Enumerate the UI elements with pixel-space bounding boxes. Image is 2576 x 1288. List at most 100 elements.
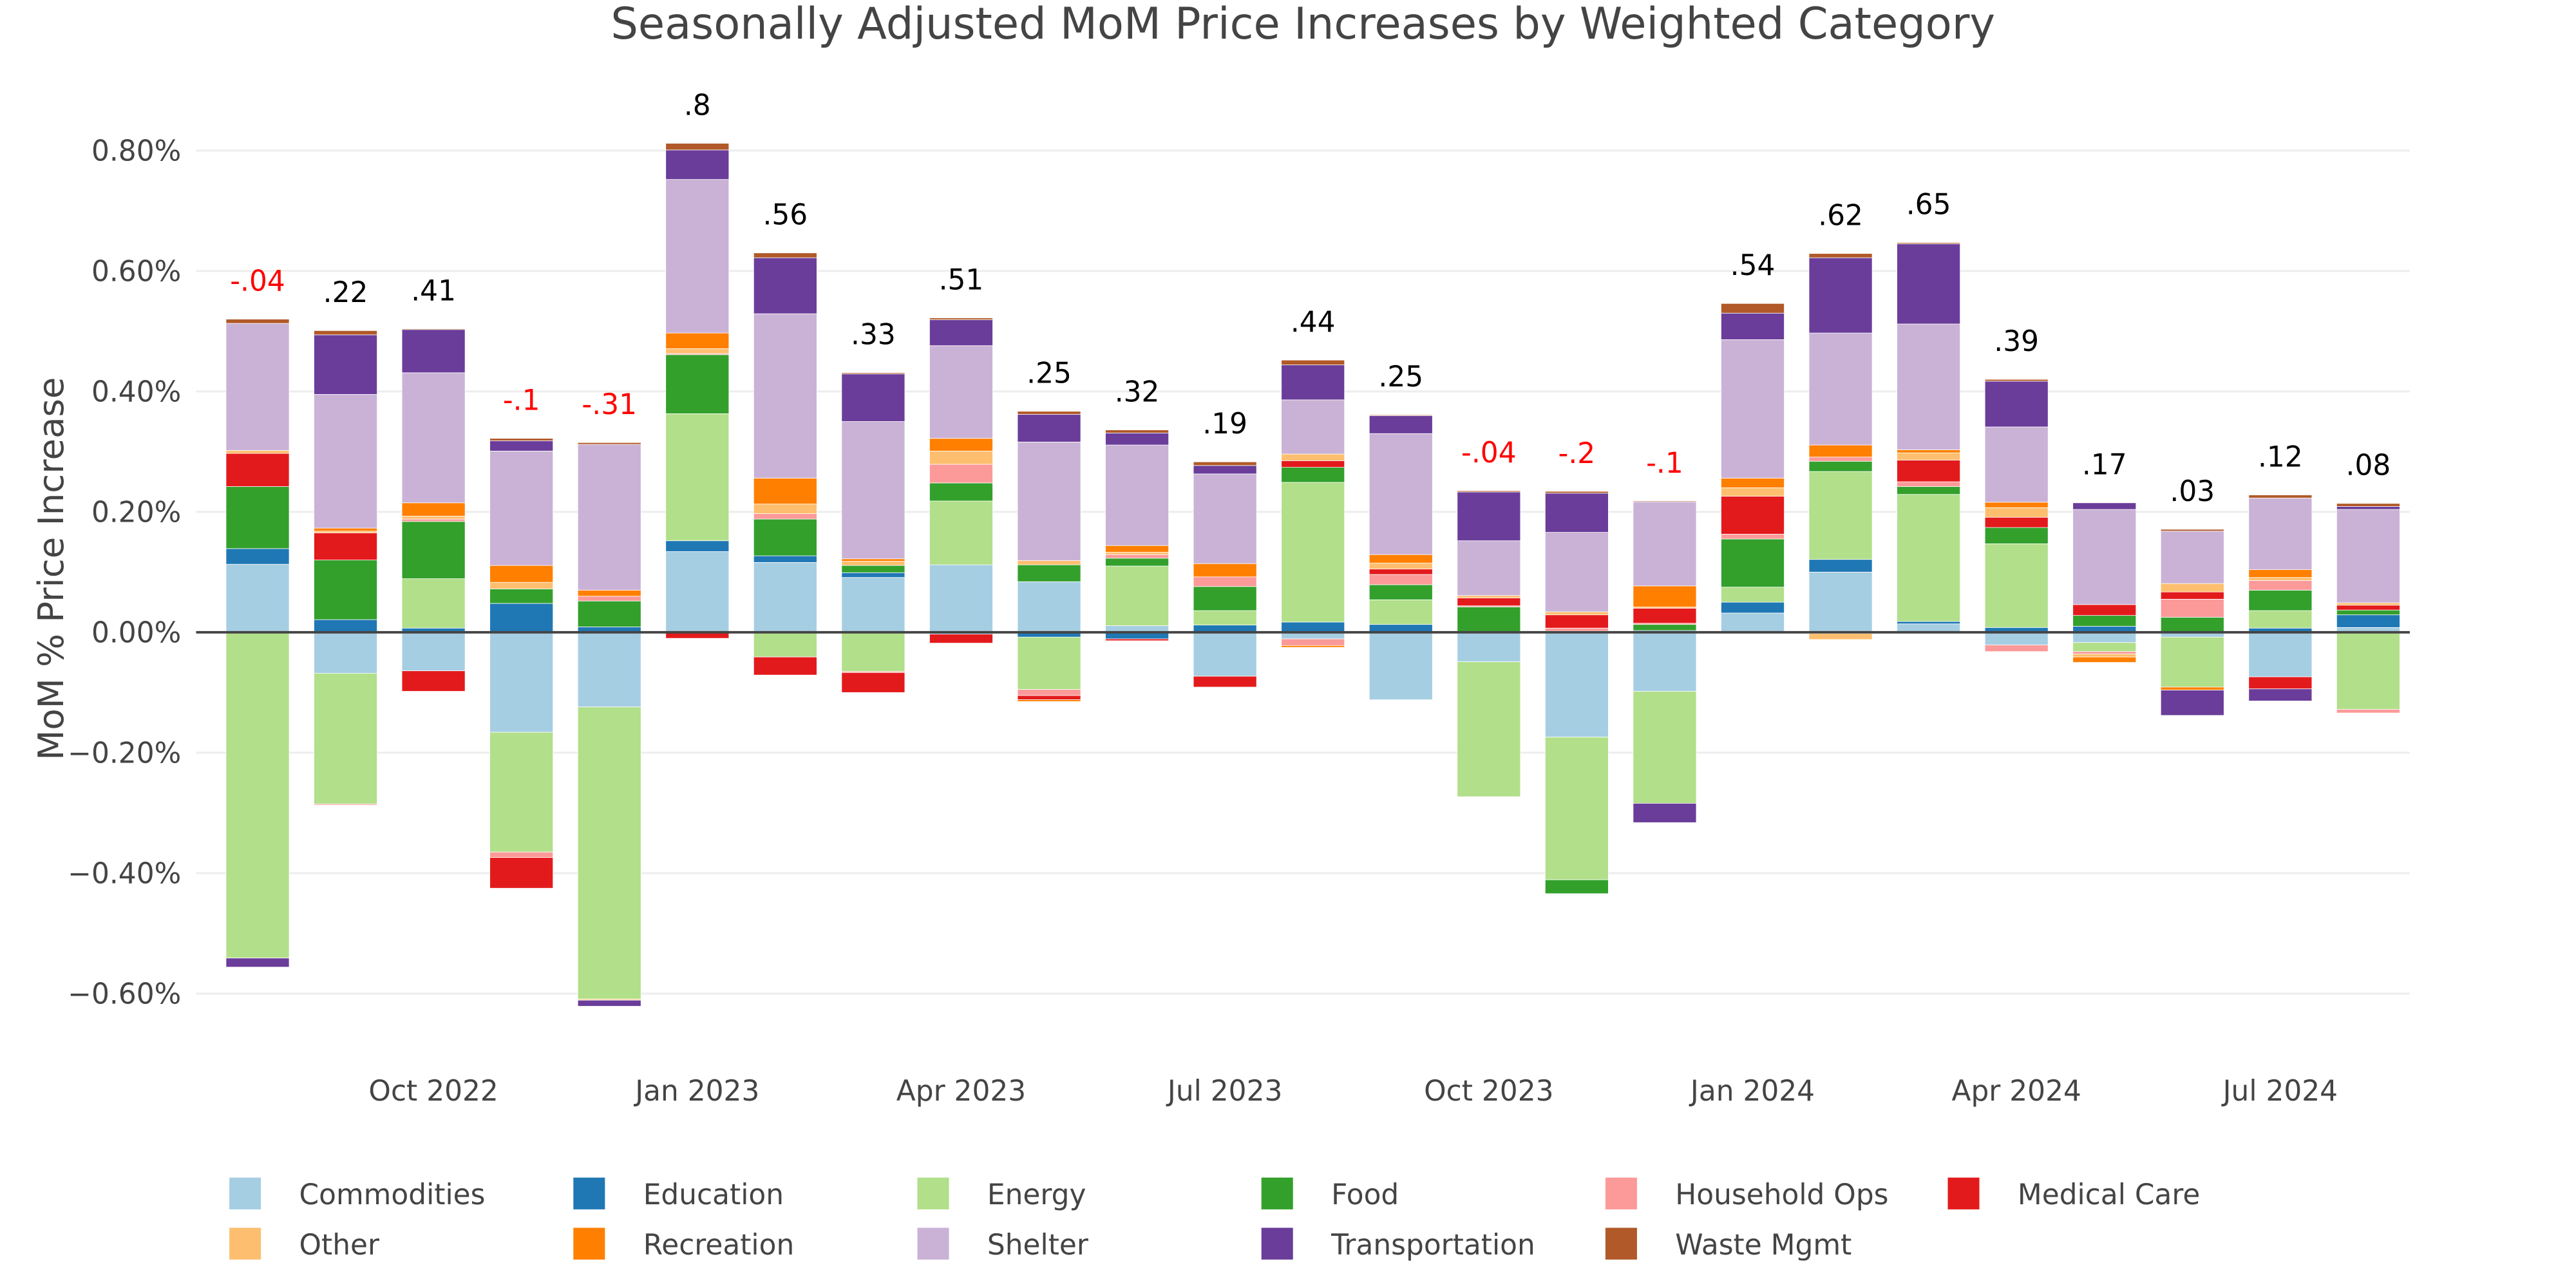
bar-segment-commodities[interactable] bbox=[577, 632, 641, 708]
bar-segment-commodities[interactable] bbox=[1368, 632, 1433, 700]
bar-segment-other[interactable] bbox=[665, 348, 730, 354]
bar-segment-recreation[interactable] bbox=[2248, 569, 2313, 578]
bar-segment-medical-care[interactable] bbox=[489, 857, 554, 889]
bar-segment-education[interactable] bbox=[1808, 559, 1873, 573]
bar-segment-other[interactable] bbox=[1017, 560, 1081, 565]
bar-segment-education[interactable] bbox=[753, 555, 817, 563]
bar-segment-household-ops[interactable] bbox=[2248, 580, 2313, 591]
bar-segment-shelter[interactable] bbox=[1193, 473, 1257, 564]
bar-segment-transportation[interactable] bbox=[1281, 365, 1345, 401]
bar-segment-waste-mgmt[interactable] bbox=[225, 319, 290, 324]
bar-segment-waste-mgmt[interactable] bbox=[665, 143, 730, 151]
bar-segment-education[interactable] bbox=[225, 548, 290, 565]
bar-segment-energy[interactable] bbox=[401, 578, 466, 629]
bar-segment-food[interactable] bbox=[1721, 538, 1785, 588]
bar-segment-food[interactable] bbox=[401, 521, 466, 579]
bar-segment-transportation[interactable] bbox=[841, 374, 905, 422]
bar-segment-recreation[interactable] bbox=[1721, 478, 1785, 488]
bar-segment-education[interactable] bbox=[2336, 614, 2400, 628]
bar-segment-energy[interactable] bbox=[1984, 543, 2049, 628]
bar-segment-transportation[interactable] bbox=[753, 257, 817, 314]
bar-segment-medical-care[interactable] bbox=[929, 634, 993, 644]
bar-segment-commodities[interactable] bbox=[2248, 632, 2313, 677]
bar-segment-commodities[interactable] bbox=[929, 564, 993, 633]
bar-segment-other[interactable] bbox=[1368, 562, 1433, 570]
bar-segment-recreation[interactable] bbox=[1105, 545, 1170, 553]
bar-segment-food[interactable] bbox=[489, 589, 554, 604]
legend-item-commodities[interactable]: Commodities bbox=[229, 1177, 485, 1212]
bar-segment-recreation[interactable] bbox=[489, 565, 554, 583]
bar-segment-energy[interactable] bbox=[1281, 482, 1345, 623]
bar-segment-waste-mgmt[interactable] bbox=[1105, 430, 1170, 433]
bar-segment-transportation[interactable] bbox=[489, 440, 554, 451]
bar-segment-commodities[interactable] bbox=[1017, 581, 1081, 633]
bar-segment-commodities[interactable] bbox=[1457, 632, 1521, 663]
bar-segment-food[interactable] bbox=[2160, 617, 2224, 632]
bar-segment-food[interactable] bbox=[1633, 624, 1697, 631]
bar-segment-other[interactable] bbox=[1457, 595, 1521, 598]
bar-segment-shelter[interactable] bbox=[1808, 332, 1873, 446]
bar-segment-food[interactable] bbox=[1193, 586, 1257, 611]
bar-segment-energy[interactable] bbox=[1808, 471, 1873, 560]
bar-segment-shelter[interactable] bbox=[1544, 532, 1609, 612]
legend-item-waste-mgmt[interactable]: Waste Mgmt bbox=[1605, 1227, 1852, 1262]
bar-segment-transportation[interactable] bbox=[1633, 802, 1697, 823]
bar-segment-food[interactable] bbox=[665, 354, 730, 414]
bar-segment-education[interactable] bbox=[314, 619, 377, 633]
bar-segment-shelter[interactable] bbox=[1017, 441, 1081, 561]
bar-segment-food[interactable] bbox=[2336, 609, 2400, 616]
bar-segment-transportation[interactable] bbox=[1984, 381, 2049, 428]
bar-segment-transportation[interactable] bbox=[1808, 257, 1873, 334]
bar-segment-food[interactable] bbox=[577, 600, 641, 627]
bar-segment-commodities[interactable] bbox=[489, 632, 554, 733]
bar-segment-transportation[interactable] bbox=[225, 958, 290, 968]
bar-segment-other[interactable] bbox=[1105, 552, 1170, 555]
bar-segment-household-ops[interactable] bbox=[2072, 651, 2137, 654]
bar-segment-waste-mgmt[interactable] bbox=[929, 317, 993, 320]
bar-segment-energy[interactable] bbox=[577, 706, 641, 999]
bar-segment-energy[interactable] bbox=[1105, 565, 1170, 626]
bar-segment-commodities[interactable] bbox=[1721, 612, 1785, 633]
legend-item-recreation[interactable]: Recreation bbox=[573, 1227, 794, 1262]
bar-segment-medical-care[interactable] bbox=[1897, 460, 1961, 482]
bar-segment-energy[interactable] bbox=[1721, 587, 1785, 603]
bar-segment-shelter[interactable] bbox=[401, 372, 466, 504]
bar-segment-waste-mgmt[interactable] bbox=[1897, 242, 1961, 245]
bar-segment-shelter[interactable] bbox=[2072, 509, 2137, 605]
bar-segment-shelter[interactable] bbox=[665, 179, 730, 334]
bar-segment-food[interactable] bbox=[1017, 564, 1081, 582]
bar-segment-commodities[interactable] bbox=[753, 562, 817, 633]
bar-segment-food[interactable] bbox=[753, 518, 817, 556]
bar-segment-food[interactable] bbox=[1368, 584, 1433, 600]
bar-segment-other[interactable] bbox=[225, 450, 290, 454]
bar-segment-energy[interactable] bbox=[753, 632, 817, 658]
bar-segment-food[interactable] bbox=[2248, 589, 2313, 611]
bar-segment-energy[interactable] bbox=[665, 413, 730, 542]
bar-segment-other[interactable] bbox=[2072, 654, 2137, 658]
bar-segment-transportation[interactable] bbox=[1368, 415, 1433, 434]
bar-segment-household-ops[interactable] bbox=[1897, 481, 1961, 487]
bar-segment-waste-mgmt[interactable] bbox=[1808, 253, 1873, 258]
bar-segment-medical-care[interactable] bbox=[1633, 608, 1697, 624]
bar-segment-shelter[interactable] bbox=[841, 421, 905, 560]
bar-segment-waste-mgmt[interactable] bbox=[489, 438, 554, 441]
bar-segment-medical-care[interactable] bbox=[1721, 496, 1785, 535]
bar-segment-recreation[interactable] bbox=[929, 438, 993, 451]
legend-item-shelter[interactable]: Shelter bbox=[917, 1227, 1089, 1262]
bar-segment-household-ops[interactable] bbox=[1017, 689, 1081, 696]
bar-segment-medical-care[interactable] bbox=[225, 453, 290, 487]
bar-segment-medical-care[interactable] bbox=[1017, 695, 1081, 700]
bar-segment-household-ops[interactable] bbox=[1281, 638, 1345, 646]
bar-segment-energy[interactable] bbox=[2248, 610, 2313, 629]
bar-segment-household-ops[interactable] bbox=[401, 518, 466, 522]
bar-segment-food[interactable] bbox=[1808, 460, 1873, 472]
bar-segment-transportation[interactable] bbox=[2160, 690, 2224, 716]
bar-segment-waste-mgmt[interactable] bbox=[1984, 379, 2049, 382]
bar-segment-energy[interactable] bbox=[489, 732, 554, 853]
bar-segment-shelter[interactable] bbox=[2248, 497, 2313, 570]
bar-segment-commodities[interactable] bbox=[225, 564, 290, 633]
bar-segment-commodities[interactable] bbox=[2072, 632, 2137, 643]
bar-segment-energy[interactable] bbox=[929, 500, 993, 565]
bar-segment-recreation[interactable] bbox=[1368, 554, 1433, 564]
bar-segment-energy[interactable] bbox=[1368, 599, 1433, 625]
